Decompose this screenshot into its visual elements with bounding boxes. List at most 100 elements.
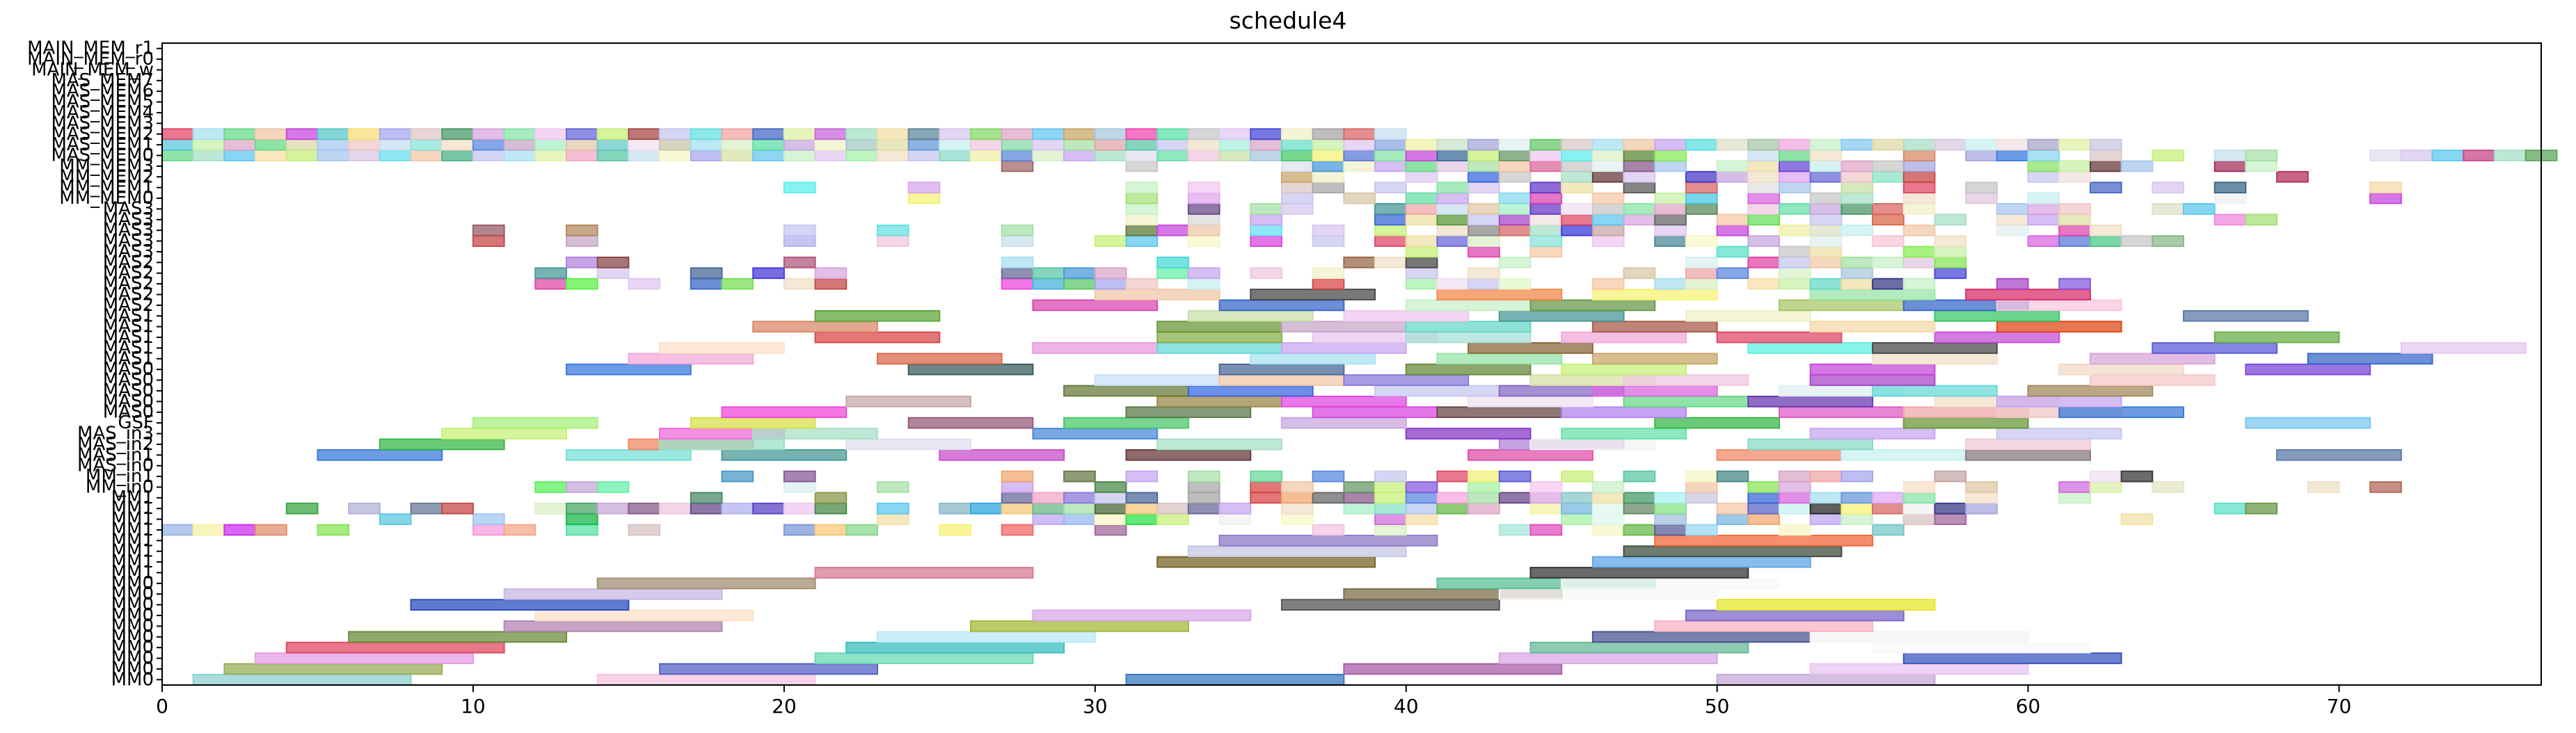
x-axis: 0 10 20 30 40 50 60 70	[156, 685, 2351, 718]
task-bar	[1436, 192, 1470, 204]
y-tick-label: MM1	[111, 519, 154, 540]
task-bar	[1094, 481, 1127, 493]
task-bar	[1747, 513, 1781, 525]
task-bar	[1436, 214, 1470, 226]
task-bar	[255, 652, 474, 664]
task-bar	[348, 128, 381, 140]
task-bar	[2058, 160, 2091, 172]
task-bar	[2120, 235, 2154, 247]
plot-frame	[161, 42, 2542, 686]
task-bar	[1685, 256, 1718, 268]
task-bar	[379, 438, 505, 451]
task-bar	[845, 524, 878, 536]
y-tick-label: MAS3	[103, 198, 154, 219]
task-bar	[1280, 170, 1314, 183]
task-bar	[503, 620, 723, 632]
task-bar	[845, 395, 972, 408]
task-bar	[472, 513, 505, 525]
task-bar	[1001, 470, 1034, 483]
task-bar	[348, 150, 381, 161]
task-bar	[472, 128, 505, 140]
task-bar	[1872, 342, 1998, 354]
task-bar	[1965, 289, 2091, 300]
task-bar	[1218, 513, 1252, 525]
task-bar	[1250, 138, 1282, 151]
task-bar	[1623, 395, 1749, 408]
task-bar	[2027, 203, 2060, 215]
task-bar	[845, 438, 972, 451]
task-bar	[1529, 641, 1749, 654]
task-bar	[1436, 289, 1563, 300]
task-bar	[1591, 150, 1625, 161]
task-bar	[1685, 192, 1718, 204]
task-bar	[1125, 492, 1159, 504]
task-bar	[2152, 342, 2278, 354]
task-bar	[1436, 160, 1470, 172]
task-bar	[752, 267, 785, 280]
task-bar	[1094, 513, 1127, 525]
task-bar	[1685, 277, 1718, 290]
task-bar	[2213, 502, 2247, 515]
task-bar	[1561, 502, 1593, 515]
task-bar	[1809, 256, 1843, 268]
task-bar	[1529, 502, 1563, 515]
task-bar	[596, 138, 630, 151]
task-bar	[534, 150, 568, 161]
task-bar	[441, 502, 474, 515]
task-bar	[1561, 406, 1687, 419]
task-bar	[1996, 203, 2029, 215]
task-bar	[2213, 214, 2247, 226]
task-bar	[1529, 235, 1563, 247]
task-bar	[2213, 331, 2340, 344]
task-bar	[255, 138, 287, 151]
y-tick-label: MAS1	[103, 327, 154, 348]
task-bar	[1187, 150, 1221, 161]
task-bar	[1125, 502, 1159, 515]
task-bar	[1094, 150, 1127, 161]
task-bar	[1872, 502, 1905, 515]
task-bar	[1623, 267, 1656, 280]
task-bar	[1468, 245, 1500, 258]
task-bar	[161, 138, 194, 151]
task-bar	[814, 652, 1034, 664]
task-bar	[472, 224, 505, 236]
task-bar	[1779, 256, 1811, 268]
task-bar	[1063, 513, 1096, 525]
task-bar	[1591, 631, 1811, 643]
task-bar	[1498, 203, 1532, 215]
task-bar	[1809, 224, 1843, 236]
task-bar	[1312, 406, 1438, 419]
task-bar	[2213, 182, 2247, 194]
y-tick-label: MM_MEM0	[59, 188, 154, 209]
task-bar	[534, 277, 568, 290]
task-bar	[1965, 449, 2091, 461]
task-bar	[1343, 374, 1470, 386]
task-bar	[1125, 470, 1159, 483]
task-bar	[1996, 277, 2029, 290]
task-bar	[1529, 214, 1563, 226]
task-bar	[2058, 138, 2091, 151]
task-bar	[1996, 224, 2029, 236]
task-bar	[876, 353, 1003, 365]
task-bar	[1405, 245, 1438, 258]
task-bar	[783, 235, 816, 247]
task-bar	[2152, 481, 2185, 493]
task-bar	[1716, 470, 1749, 483]
task-bar	[1902, 277, 1936, 290]
task-bar	[1654, 235, 1687, 247]
y-tick-label: MM1	[111, 498, 154, 519]
task-bar	[1747, 502, 1781, 515]
task-bar	[1716, 673, 1936, 686]
task-bar	[721, 470, 754, 483]
task-bar	[2058, 224, 2091, 236]
task-bar	[441, 128, 474, 140]
task-bar	[1716, 267, 1749, 280]
task-bar	[2245, 363, 2371, 376]
task-bar	[628, 524, 661, 536]
task-bar	[2089, 235, 2122, 247]
x-tick-label: 50	[1705, 695, 1730, 718]
task-bar	[192, 524, 225, 536]
task-bar	[534, 502, 568, 515]
task-bar	[1809, 150, 1843, 161]
task-bar	[1343, 492, 1376, 504]
